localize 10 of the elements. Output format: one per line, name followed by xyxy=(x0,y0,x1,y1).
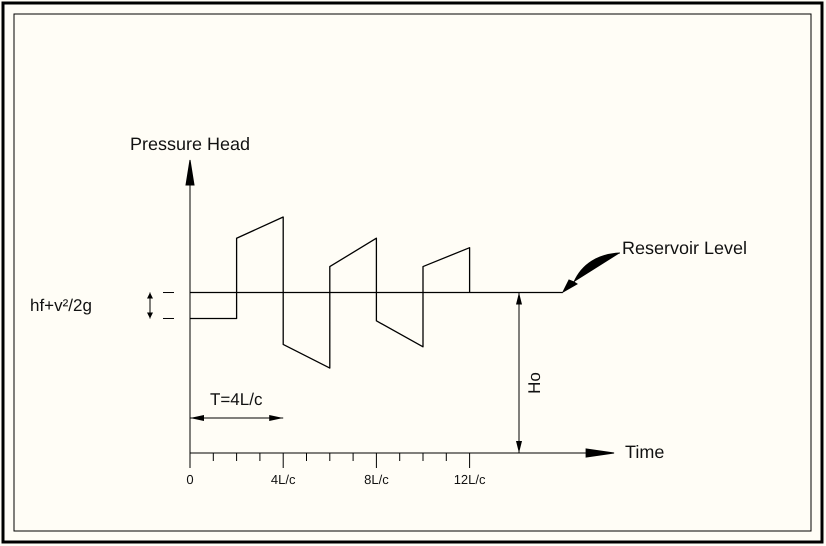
x-axis-title: Time xyxy=(625,442,664,462)
annotation: T=4L/c xyxy=(210,390,263,409)
x-tick-label: 4L/c xyxy=(270,472,296,488)
x-tick-label: 12L/c xyxy=(454,472,486,488)
y-axis-title: Pressure Head xyxy=(130,134,250,154)
text: hf+v²/2g xyxy=(30,296,92,315)
annotation: Ho xyxy=(525,372,544,394)
x-tick-label: 8L/c xyxy=(364,472,390,488)
text: Reservoir Level xyxy=(622,238,748,258)
x-tick-label: 0 xyxy=(186,472,194,488)
